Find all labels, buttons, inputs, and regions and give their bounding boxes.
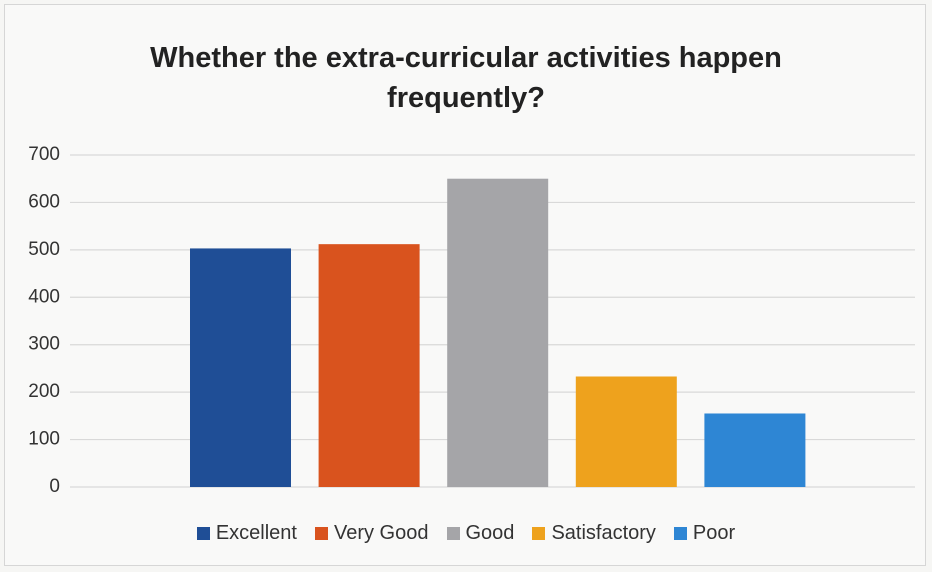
legend-swatch: [446, 527, 460, 540]
y-tick-label: 700: [28, 144, 60, 165]
y-tick-label: 500: [28, 239, 60, 260]
y-tick-label: 100: [28, 429, 60, 450]
legend-item: Good: [446, 522, 515, 545]
legend-label: Excellent: [215, 522, 297, 544]
y-tick-label: 200: [28, 381, 60, 402]
legend-label: Good: [465, 522, 515, 544]
legend-label: Poor: [692, 522, 736, 544]
y-tick-label: 300: [28, 334, 60, 355]
legend-swatch: [196, 527, 210, 540]
y-tick-label: 0: [49, 476, 60, 497]
legend-swatch: [532, 527, 546, 540]
legend-item: Very Good: [314, 522, 429, 545]
legend-swatch: [314, 527, 328, 540]
legend-item: Satisfactory: [532, 522, 656, 545]
legend-swatch: [673, 527, 687, 540]
legend: Excellent Very Good Good Satisfactory Poor: [0, 522, 932, 545]
legend-item: Poor: [673, 522, 736, 545]
y-tick-label: 600: [28, 191, 60, 212]
bar: [575, 376, 677, 487]
legend-item: Excellent: [196, 522, 297, 545]
bar: [704, 413, 806, 487]
y-tick-label: 400: [28, 286, 60, 307]
bar: [447, 178, 549, 487]
bar: [190, 248, 291, 487]
bar: [318, 244, 420, 487]
legend-label: Very Good: [333, 522, 429, 544]
legend-label: Satisfactory: [551, 522, 656, 544]
chart-title: Whether the extra-curricular activities …: [150, 42, 782, 114]
